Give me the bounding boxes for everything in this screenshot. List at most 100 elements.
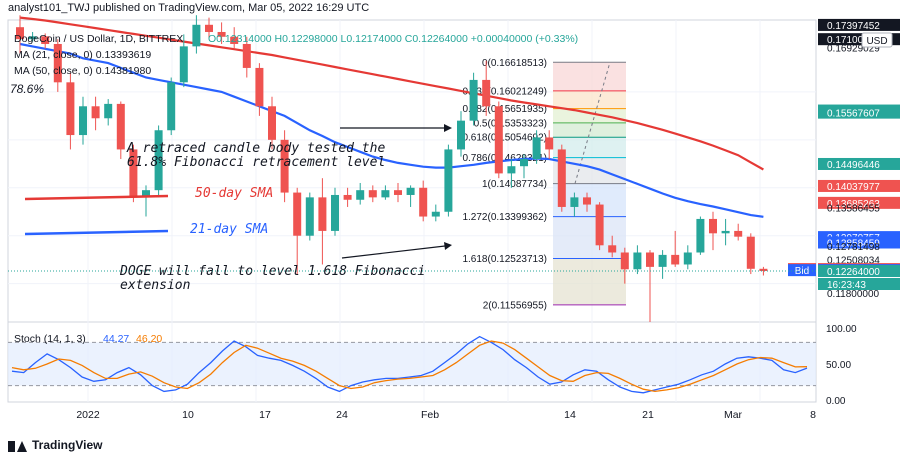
candle-body — [116, 103, 125, 150]
time-tick-label: 10 — [182, 409, 194, 421]
legend[interactable]: DogeCoin / US Dollar, 1D, BITTREX O0.123… — [10, 33, 578, 96]
stoch-d-value: 46.20 — [136, 333, 162, 345]
price-tick-label: 0.15567607 — [827, 109, 880, 120]
price-tick-label: 0.13586455 — [827, 204, 880, 215]
price-tick-label: 0.12508034 — [827, 255, 880, 266]
fib-zone — [553, 258, 626, 305]
fib-zone — [553, 62, 626, 91]
ma21-line — [19, 42, 764, 218]
fib-level-label: 1(0.14087734) — [482, 179, 547, 190]
candle-body — [759, 268, 768, 271]
candle — [683, 245, 692, 270]
candle — [696, 216, 705, 255]
fib-level-label: 0.382(0.15651935) — [462, 104, 547, 115]
stoch-tick-label: 100.00 — [826, 324, 857, 335]
candle-body — [457, 120, 465, 150]
price-tag — [818, 106, 900, 119]
time-tick-label: 21 — [642, 409, 654, 421]
candle — [66, 72, 75, 150]
publish-info: analyst101_TWJ published on TradingView.… — [8, 2, 370, 14]
candle — [721, 218, 730, 246]
candle-body — [381, 190, 390, 198]
candle — [406, 185, 415, 207]
quote-tag-label: Bid — [795, 266, 809, 277]
time-tick-label: 8 — [810, 409, 816, 421]
candle-body — [507, 166, 516, 174]
candle — [557, 144, 566, 212]
symbol-label[interactable]: DogeCoin / US Dollar, 1D, BITTREX — [14, 33, 183, 45]
candle — [482, 60, 491, 116]
candle-body — [557, 149, 566, 207]
candle — [154, 125, 163, 198]
candle-body — [242, 43, 251, 68]
candle-body — [494, 106, 503, 174]
candle-body — [255, 67, 264, 107]
fib-level-label: 0.786(0.14629321) — [462, 153, 547, 164]
candle — [16, 15, 24, 54]
candle-body — [318, 197, 327, 231]
doge-note-arrow — [341, 245, 446, 259]
candle-body — [104, 103, 113, 119]
sma50-label: 50-day SMA — [195, 186, 273, 201]
candle — [608, 235, 617, 258]
fib-zone — [553, 137, 626, 158]
candle-body — [356, 190, 365, 200]
price-axis[interactable]: 0.173974520.171000000.169290290.15611206… — [8, 18, 900, 300]
price-tag — [818, 196, 900, 209]
time-tick-label: Feb — [421, 409, 439, 421]
candle — [356, 182, 365, 205]
fib-note-arrowhead — [444, 124, 452, 132]
candle — [646, 250, 654, 322]
price-tag — [818, 179, 900, 192]
candle-body — [142, 190, 150, 198]
stoch-k-value: 44.27 — [103, 333, 129, 345]
fib-level-label: 1.272(0.13399362) — [462, 212, 547, 223]
price-tick-label: 0.16929029 — [827, 43, 880, 54]
time-axis[interactable]: 2022 10 17 24 Feb 14 21 Mar 8 — [76, 409, 816, 421]
candle-body — [305, 197, 314, 236]
candle-body — [41, 36, 50, 44]
candle-body — [595, 204, 604, 246]
candle — [507, 159, 516, 188]
fibonacci-tool[interactable]: 0(0.16618513) 0.236(0.16021249) 0.382(0.15… — [462, 58, 626, 312]
candle — [633, 245, 642, 275]
price-tick-label: 0.12781498 — [827, 242, 880, 253]
candle — [280, 130, 289, 203]
doge-note-arrowhead — [444, 242, 452, 250]
candle — [116, 101, 125, 160]
price-tick-label: 0.17397452 — [827, 21, 880, 32]
candle-body — [583, 197, 591, 205]
price-tick-label: 0.11800000 — [827, 289, 880, 300]
fib-level-label: 0.236(0.16021249) — [462, 86, 547, 97]
candle-body — [671, 254, 680, 265]
candle — [583, 192, 591, 212]
countdown-label: 16:23:43 — [827, 280, 866, 291]
ma50-legend[interactable]: MA (50, close, 0) 0.14381980 — [14, 65, 151, 77]
candle — [41, 33, 50, 49]
candle — [494, 101, 503, 179]
stoch-label[interactable]: Stoch (14, 1, 3) — [14, 333, 86, 345]
candle-body — [53, 43, 62, 83]
currency-badge[interactable]: USD — [861, 32, 893, 48]
stoch-d-line — [11, 340, 808, 393]
candle-body — [608, 245, 617, 253]
ma21-legend[interactable]: MA (21, close, 0) 0.13393619 — [14, 49, 151, 61]
candle-body — [217, 31, 226, 37]
stoch-tick-label: 0.00 — [826, 396, 846, 407]
candle — [343, 187, 352, 207]
candle-body — [179, 46, 188, 83]
moving-averages — [19, 16, 764, 218]
candle-body — [570, 197, 579, 207]
footer-brand[interactable]: TradingView — [8, 438, 102, 452]
countdown-tag — [818, 277, 900, 290]
fib-level-label: 2(0.11556955) — [483, 300, 547, 311]
candle — [520, 154, 528, 179]
candle-body — [16, 27, 24, 40]
fib-note-line-1: A retraced candle body tested the — [126, 141, 385, 156]
tradingview-logo-icon — [8, 439, 28, 452]
fib-level-label: 0(0.16618513) — [482, 58, 547, 69]
time-tick-label: 24 — [336, 409, 348, 421]
candle — [28, 31, 37, 42]
candle — [381, 185, 390, 200]
